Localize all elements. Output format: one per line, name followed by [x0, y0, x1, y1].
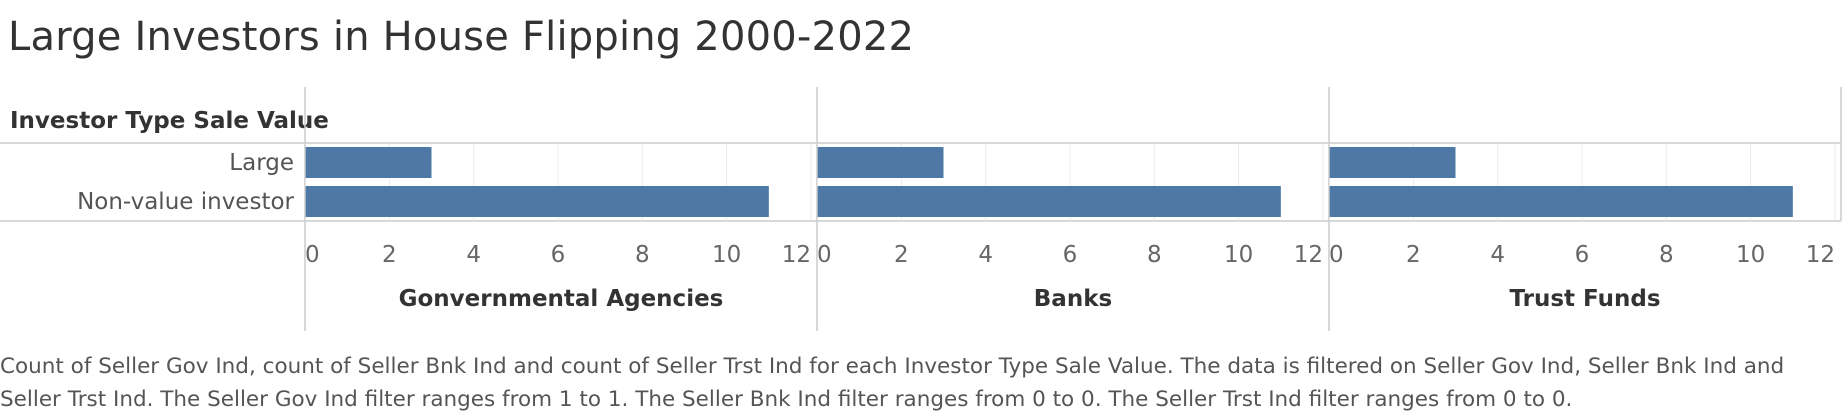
tick-label: 12 [1806, 242, 1835, 268]
tick-label: 10 [1224, 242, 1253, 268]
bar-banks-non-value-investor [817, 186, 1281, 217]
row-label-non-value-investor: Non-value investor [77, 189, 294, 215]
tick-label: 6 [551, 242, 566, 268]
bar-gonvernmental-agencies-large [305, 147, 432, 178]
tick-label: 0 [817, 242, 832, 268]
row-header: Investor Type Sale Value [10, 108, 329, 134]
tick-label: 4 [978, 242, 993, 268]
panel-title-governmental-agencies: Gonvernmental Agencies [398, 286, 724, 312]
tick-label: 0 [305, 242, 320, 268]
tick-label: 4 [1490, 242, 1505, 268]
tick-label: 6 [1575, 242, 1590, 268]
tick-label: 0 [1329, 242, 1344, 268]
tick-label: 10 [1736, 242, 1765, 268]
panel-title-trust-funds: Trust Funds [1509, 286, 1661, 312]
bar-banks-large [817, 147, 944, 178]
tick-label: 8 [1659, 242, 1674, 268]
tick-label: 10 [712, 242, 741, 268]
tick-label: 2 [894, 242, 909, 268]
tick-label: 6 [1063, 242, 1078, 268]
tick-label: 12 [1294, 242, 1323, 268]
tick-label: 8 [1147, 242, 1162, 268]
bar-trust-funds-large [1329, 147, 1456, 178]
tick-label: 2 [382, 242, 397, 268]
chart-caption: Count of Seller Gov Ind, count of Seller… [0, 354, 1785, 412]
bar-gonvernmental-agencies-non-value-investor [305, 186, 769, 217]
row-label-large: Large [229, 150, 294, 176]
tick-label: 2 [1406, 242, 1421, 268]
chart-title: Large Investors in House Flipping 2000-2… [8, 14, 915, 60]
bar-trust-funds-non-value-investor [1329, 186, 1793, 217]
tick-label: 4 [466, 242, 481, 268]
tick-label: 8 [635, 242, 650, 268]
panel-title-banks: Banks [1033, 286, 1113, 312]
tick-label: 12 [782, 242, 811, 268]
